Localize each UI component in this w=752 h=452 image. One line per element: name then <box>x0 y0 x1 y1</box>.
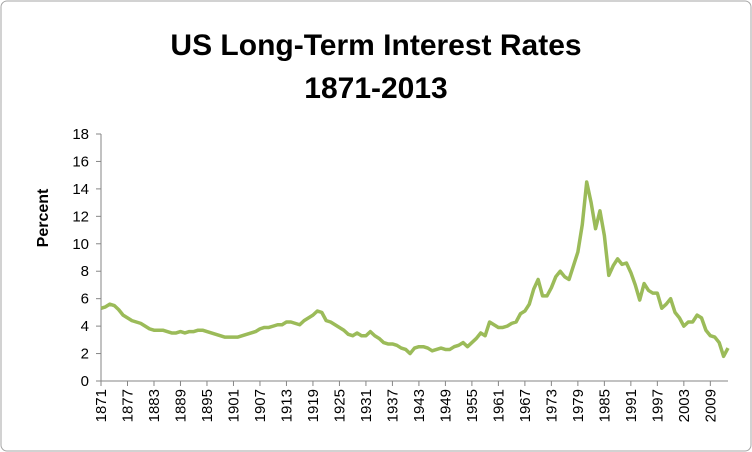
x-tick-label: 1919 <box>305 389 322 422</box>
y-tick-label: 12 <box>72 208 89 225</box>
x-tick-label: 1907 <box>252 389 269 422</box>
x-tick-label: 1979 <box>570 389 587 422</box>
data-line <box>100 180 730 359</box>
x-tick-label: 1937 <box>384 389 401 422</box>
x-tick-label: 1889 <box>172 389 189 422</box>
x-tick-label: 1967 <box>517 389 534 422</box>
x-tick-label: 1985 <box>596 389 613 422</box>
y-tick-label: 0 <box>81 373 89 390</box>
x-tick-label: 1955 <box>464 389 481 422</box>
x-tick-label: 2009 <box>702 389 719 422</box>
x-tick-label: 1871 <box>93 389 110 422</box>
y-tick-label: 10 <box>72 236 89 253</box>
y-axis-label: Percent <box>35 188 52 247</box>
x-tick-label: 1991 <box>623 389 640 422</box>
x-tick-label: 1931 <box>358 389 375 422</box>
x-tick-label: 1883 <box>146 389 163 422</box>
y-tick-label: 16 <box>72 153 89 170</box>
chart-title: US Long-Term Interest Rates <box>170 29 581 62</box>
y-tick-label: 4 <box>81 318 89 335</box>
x-tick-label: 1913 <box>278 389 295 422</box>
y-tick-label: 2 <box>81 346 89 363</box>
x-tick-label: 1961 <box>490 389 507 422</box>
x-tick-label: 1949 <box>437 389 454 422</box>
x-tick-label: 1973 <box>543 389 560 422</box>
x-tick-label: 1901 <box>225 389 242 422</box>
x-tick-label: 1925 <box>331 389 348 422</box>
y-tick-label: 18 <box>72 126 89 143</box>
x-tick-label: 1877 <box>119 389 136 422</box>
x-tick-label: 2003 <box>676 389 693 422</box>
chart-subtitle: 1871-2013 <box>304 72 447 105</box>
x-tick-label: 1943 <box>411 389 428 422</box>
y-tick-label: 14 <box>72 181 89 198</box>
y-tick-label: 8 <box>81 263 89 280</box>
x-tick-label: 1895 <box>199 389 216 422</box>
x-tick-label: 1997 <box>649 389 666 422</box>
y-tick-label: 6 <box>81 291 89 308</box>
